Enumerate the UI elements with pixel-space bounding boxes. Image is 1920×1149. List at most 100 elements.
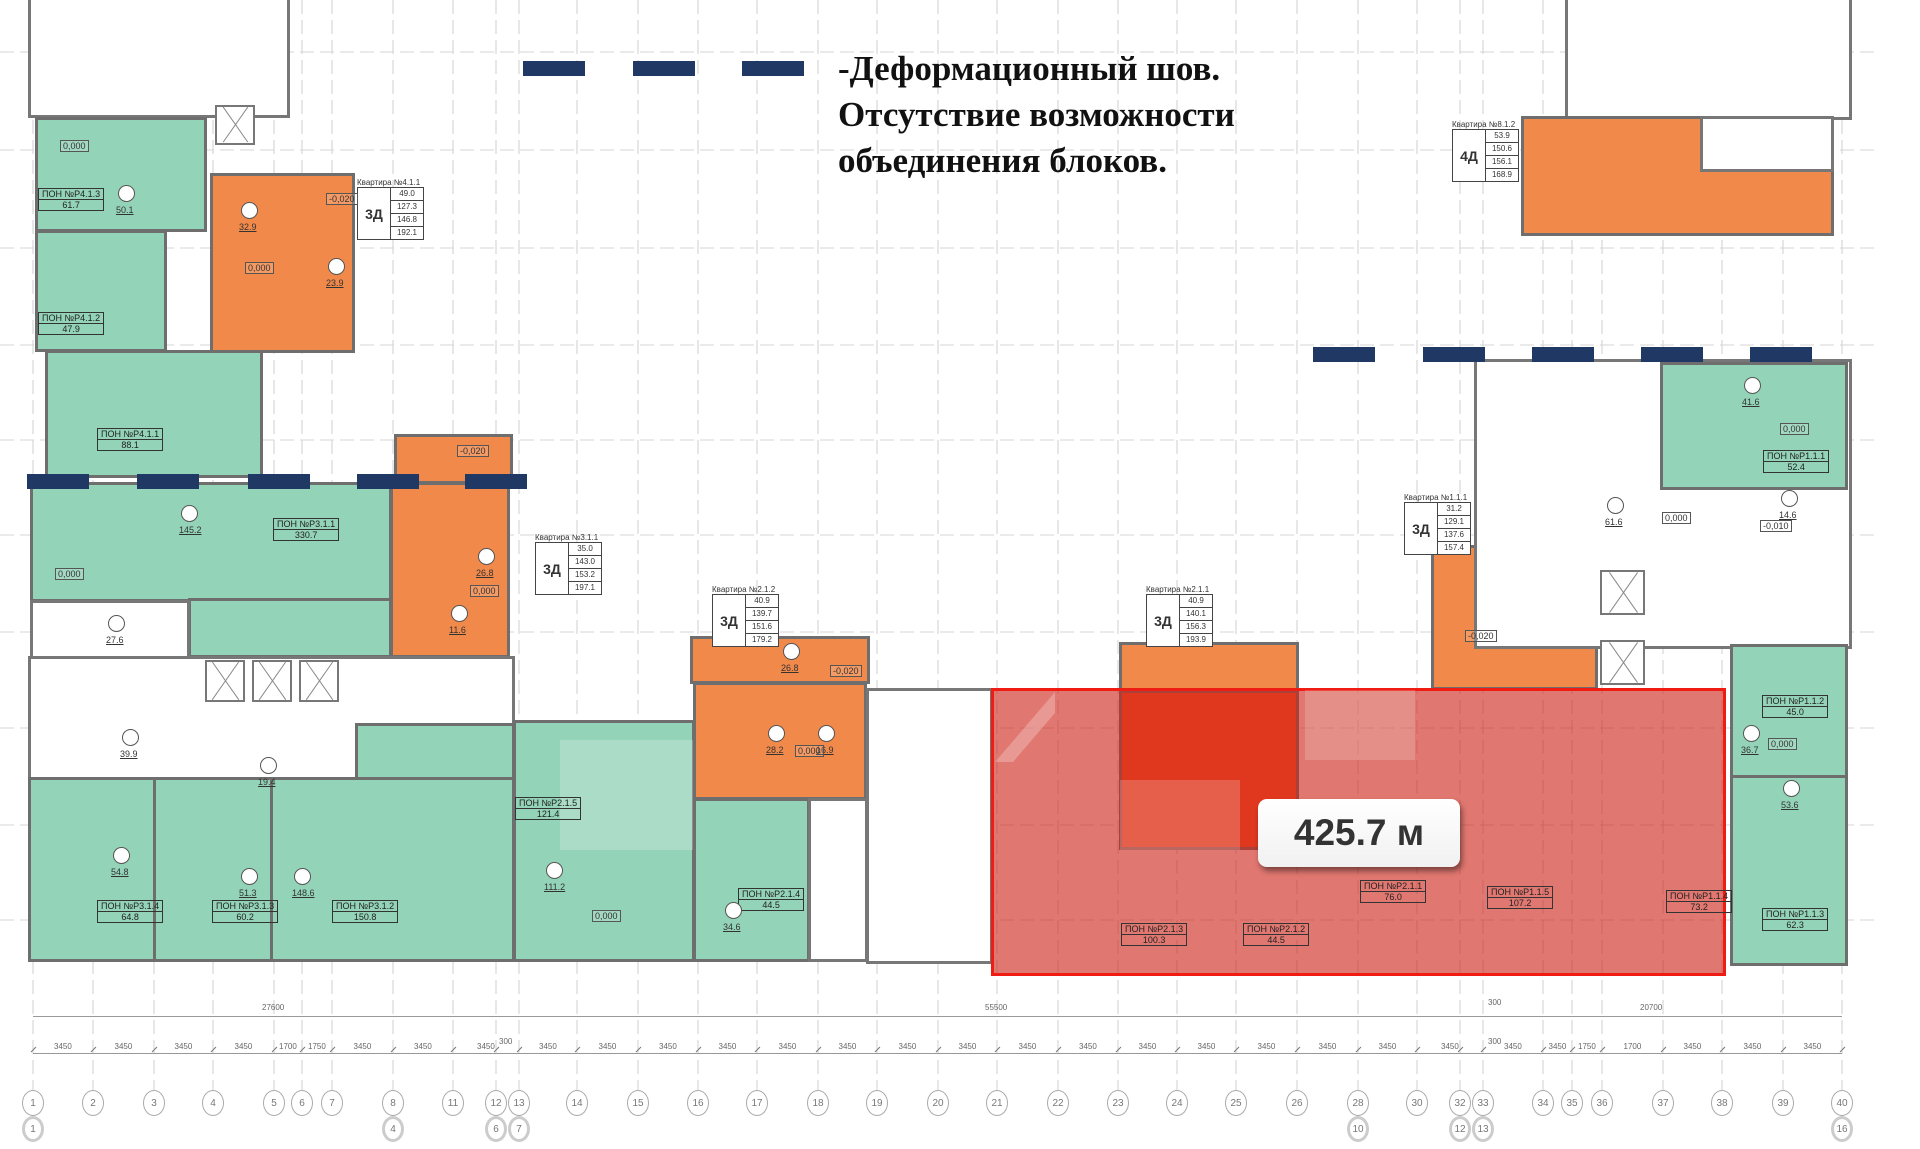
expansion-joint-dash [465, 474, 527, 489]
apartment-tag-title: Квартира №3.1.1 [535, 533, 602, 543]
commercial-unit-r3-1-1[interactable] [30, 482, 392, 602]
room-area: 32.9 [239, 222, 257, 232]
apartment-2-1-1-terrace[interactable] [1119, 642, 1299, 692]
elevator-shaft [299, 660, 339, 702]
axis-marker: 5 [263, 1090, 285, 1116]
axis-marker: 3 [143, 1090, 165, 1116]
level-mark: 0,000 [55, 568, 84, 580]
legend-joint-dash [523, 61, 585, 76]
dimension-bay-label: 3450 [778, 1042, 797, 1051]
premises-label: ПОН №Р3.1.1 330.7 [273, 518, 340, 541]
dimension-bay-label: 1750 [1578, 1042, 1596, 1051]
room-marker-icon [118, 185, 135, 202]
commercial-unit-r3-1-1-annex[interactable] [188, 598, 392, 658]
apartment-type: 3Д [358, 188, 391, 239]
dimension-offset-label: 300 [1488, 1037, 1502, 1046]
room-marker-icon [783, 643, 800, 660]
room-marker-icon [725, 902, 742, 919]
commercial-units-r1-1-2-r1-1-3[interactable] [1730, 644, 1848, 966]
apartment-type: 3Д [713, 595, 746, 646]
level-mark: -0,020 [457, 445, 489, 457]
axis-marker: 14 [566, 1090, 588, 1116]
level-mark: 0,000 [1662, 512, 1691, 524]
elevator-shaft [215, 105, 255, 145]
premises-area: 64.8 [97, 912, 164, 923]
apartment-area-value: 137.6 [1438, 529, 1470, 542]
apartment-type: 3Д [536, 543, 569, 594]
premises-name: ПОН №Р1.1.1 [1763, 450, 1830, 462]
commercial-unit-r4-1-1[interactable] [45, 350, 263, 478]
upper-right-corridor [1565, 0, 1852, 120]
room-area: 19.4 [258, 777, 276, 787]
room-area: 51.3 [239, 888, 257, 898]
dimension-bay-label: 3450 [1079, 1042, 1097, 1051]
level-mark: 0,000 [592, 910, 621, 922]
premises-label: ПОН №Р1.1.3 62.3 [1762, 908, 1829, 931]
apartment-area-value: 49.0 [391, 188, 423, 201]
apartment-areas: 40.9 139.7 151.6 179.2 [746, 595, 778, 646]
axis-marker: 34 [1532, 1090, 1554, 1116]
room-marker-icon [181, 505, 198, 522]
dimension-bay-label: 3450 [114, 1042, 133, 1051]
room-marker-icon [478, 548, 495, 565]
axis-marker: 25 [1225, 1090, 1247, 1116]
room-area: 16.9 [816, 745, 834, 755]
elevator-shaft [252, 660, 292, 702]
axis-marker: 6 [291, 1090, 313, 1116]
apartment-type: 3Д [1147, 595, 1180, 646]
room-marker-icon [294, 868, 311, 885]
premises-label: ПОН №Р1.1.5 107.2 [1487, 886, 1554, 909]
expansion-joint-dash [1313, 347, 1375, 362]
axis-marker: 22 [1047, 1090, 1069, 1116]
apartment-tag: Квартира №1.1.1 3Д 31.2 129.1 137.6 157.4 [1404, 493, 1471, 555]
level-mark: -0,020 [830, 665, 862, 677]
axis-marker-secondary: 1 [22, 1116, 44, 1142]
premises-area: 60.2 [212, 912, 279, 923]
upper-left-corridor [28, 0, 290, 118]
room-area: 148.6 [292, 888, 315, 898]
premises-label: ПОН №Р2.1.5 121.4 [515, 797, 582, 820]
premises-name: ПОН №Р2.1.5 [515, 797, 582, 809]
axis-marker: 20 [927, 1090, 949, 1116]
premises-name: ПОН №Р4.1.1 [97, 428, 164, 440]
axis-marker-secondary: 16 [1831, 1116, 1853, 1142]
elevator-shaft [1600, 640, 1645, 685]
axis-marker: 39 [1772, 1090, 1794, 1116]
apartment-3-1-1[interactable] [390, 482, 510, 658]
dimension-bay-label: 1700 [279, 1042, 297, 1051]
axis-marker: 12 [485, 1090, 507, 1116]
partition-wall [270, 777, 273, 962]
premises-area: 62.3 [1762, 920, 1829, 931]
commercial-unit-r3-1-2-annex[interactable] [355, 723, 515, 783]
dimension-bay-label: 3450 [1803, 1042, 1822, 1051]
level-mark: 0,000 [1768, 738, 1797, 750]
dimension-bay-label: 3450 [174, 1042, 193, 1051]
dimension-bay-label: 3450 [598, 1042, 617, 1051]
room-marker-icon [113, 847, 130, 864]
premises-area: 330.7 [273, 530, 340, 541]
commercial-unit-r4-1-3[interactable] [35, 117, 207, 232]
apartment-2-1-2[interactable] [693, 682, 867, 800]
expansion-joint-dash [1532, 347, 1594, 362]
highlight-glare [1305, 690, 1415, 760]
apartment-tag-title: Квартира №1.1.1 [1404, 493, 1471, 503]
apartment-tag-body: 3Д 35.0 143.0 153.2 197.1 [535, 543, 602, 595]
legend-joint-dash [633, 61, 695, 76]
apartment-tag-body: 3Д 40.9 139.7 151.6 179.2 [712, 595, 779, 647]
dimension-offset-label: 300 [499, 1037, 513, 1046]
premises-area: 150.8 [332, 912, 399, 923]
premises-label: ПОН №Р2.1.4 44.5 [738, 888, 805, 911]
dimension-bay-label: 3450 [1197, 1042, 1216, 1051]
axis-marker: 8 [382, 1090, 404, 1116]
room-marker-icon [1607, 497, 1624, 514]
apartment-area-value: 192.1 [396, 228, 418, 237]
dimension-bay-label: 3450 [1138, 1042, 1157, 1051]
level-mark: -0,010 [1760, 520, 1792, 532]
commercial-unit-r4-1-2[interactable] [35, 230, 167, 352]
premises-label: ПОН №Р3.1.4 64.8 [97, 900, 164, 923]
premises-area: 76.0 [1360, 892, 1427, 903]
room-area: 26.8 [476, 568, 494, 578]
room-area: 53.6 [1781, 800, 1799, 810]
axis-marker: 37 [1652, 1090, 1674, 1116]
commercial-unit-r2-1-4[interactable] [693, 798, 810, 962]
